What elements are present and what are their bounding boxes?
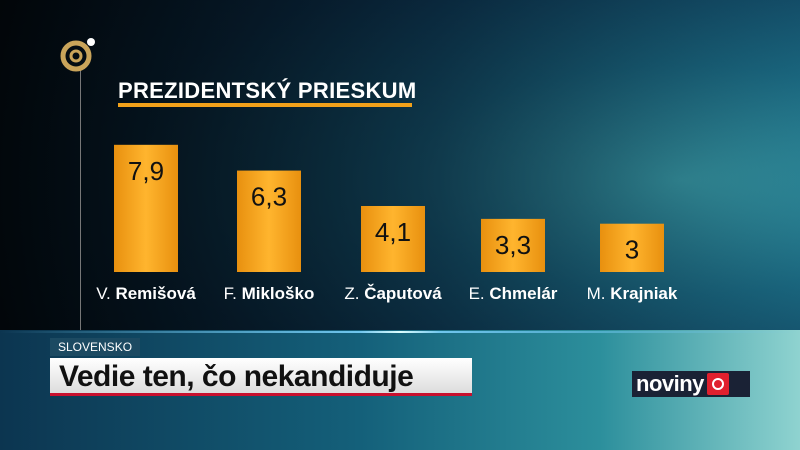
channel-logo-icon	[60, 38, 95, 72]
section-tag: SLOVENSKO	[50, 338, 141, 356]
brand-name: noviny	[636, 371, 704, 396]
brand-logo-icon	[706, 373, 729, 395]
divider	[0, 331, 800, 333]
title-underline	[118, 103, 412, 107]
category-label: M. Krajniak	[587, 284, 678, 303]
bar	[600, 223, 664, 272]
data-label: 6,3	[251, 182, 287, 212]
data-label: 3	[625, 235, 639, 265]
divider	[80, 70, 81, 330]
data-label: 4,1	[375, 217, 411, 247]
bar	[361, 205, 425, 272]
brand-logo: noviny	[632, 371, 750, 397]
chart-title: PREZIDENTSKÝ PRIESKUM	[118, 78, 417, 103]
data-label: 7,9	[128, 156, 164, 186]
category-label: V. Remišová	[96, 284, 196, 303]
data-label: 3,3	[495, 230, 531, 260]
category-label: E. Chmelár	[469, 284, 558, 303]
category-label: Z. Čaputová	[344, 284, 442, 303]
headline: Vedie ten, čo nekandiduje	[50, 358, 472, 396]
category-label: F. Mikloško	[224, 284, 315, 303]
bar	[481, 218, 545, 272]
bar	[237, 170, 301, 272]
bar	[114, 144, 178, 272]
bar-chart: 7,9 V. Remišová 6,3 F. Mikloško 4,1 Z. Čaputo…	[96, 144, 678, 303]
